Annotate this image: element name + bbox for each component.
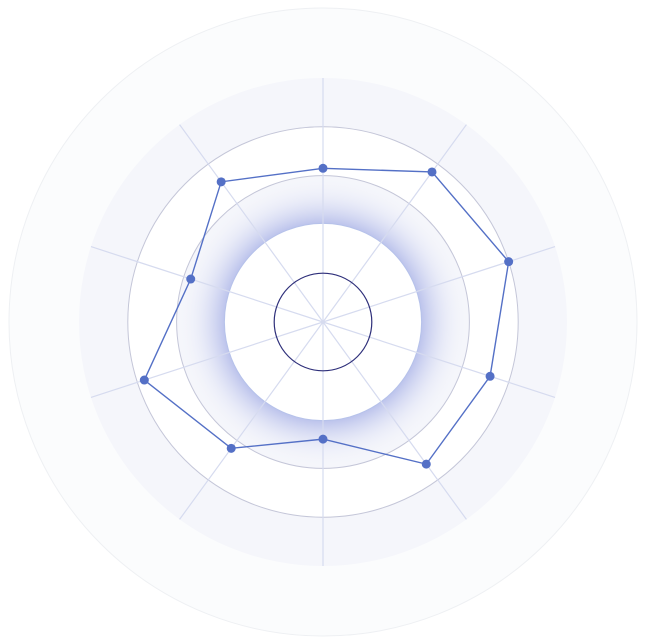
data-point-8 — [186, 274, 196, 284]
axis-line-7 — [90, 321, 324, 398]
axis-line-3 — [322, 321, 556, 398]
data-point-7 — [139, 375, 149, 385]
axis-line-4 — [322, 321, 467, 520]
axis-line-8 — [90, 246, 324, 323]
radar-series — [139, 163, 514, 469]
data-point-0 — [318, 163, 328, 173]
data-point-5 — [318, 434, 328, 444]
axis-line-9 — [179, 124, 324, 323]
data-point-9 — [216, 177, 226, 187]
data-point-6 — [226, 443, 236, 453]
data-point-3 — [485, 371, 495, 381]
axis-line-6 — [179, 321, 324, 520]
data-point-1 — [427, 167, 437, 177]
ring-20 — [273, 272, 373, 372]
radar-axes — [90, 78, 556, 566]
axis-line-1 — [322, 124, 467, 323]
data-point-4 — [421, 459, 431, 469]
axis-line-2 — [322, 246, 556, 323]
data-point-2 — [504, 257, 514, 267]
